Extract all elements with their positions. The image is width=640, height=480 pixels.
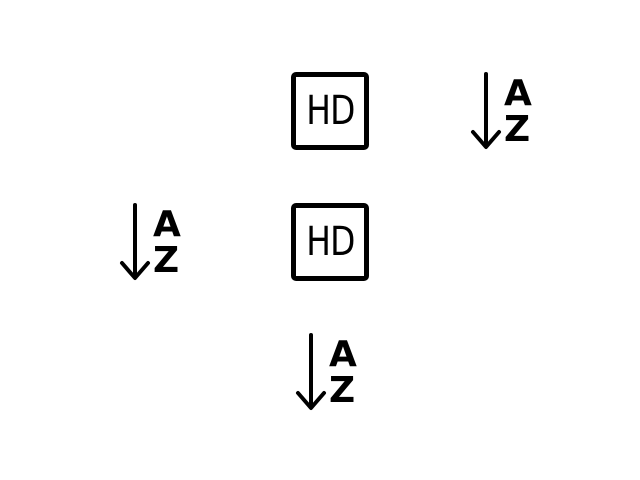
hd-icon[interactable]: HD: [291, 72, 369, 150]
sort-letter-a: A: [329, 334, 357, 375]
arrow-down-icon: [471, 72, 501, 149]
hd-label: HD: [305, 219, 355, 265]
hd-icon[interactable]: HD: [291, 203, 369, 281]
sort-alpha-down-icon[interactable]: A Z: [468, 72, 540, 152]
sort-letter-z: Z: [153, 240, 180, 281]
sort-letter-a: A: [504, 73, 532, 114]
sort-letter-z: Z: [329, 370, 356, 411]
sort-letter-a: A: [153, 204, 181, 245]
arrow-down-icon: [120, 203, 150, 280]
sort-alpha-down-icon[interactable]: A Z: [293, 333, 365, 413]
sort-letter-z: Z: [504, 109, 531, 150]
hd-label: HD: [305, 88, 355, 134]
arrow-down-icon: [296, 333, 326, 410]
sort-alpha-down-icon[interactable]: A Z: [117, 203, 189, 283]
